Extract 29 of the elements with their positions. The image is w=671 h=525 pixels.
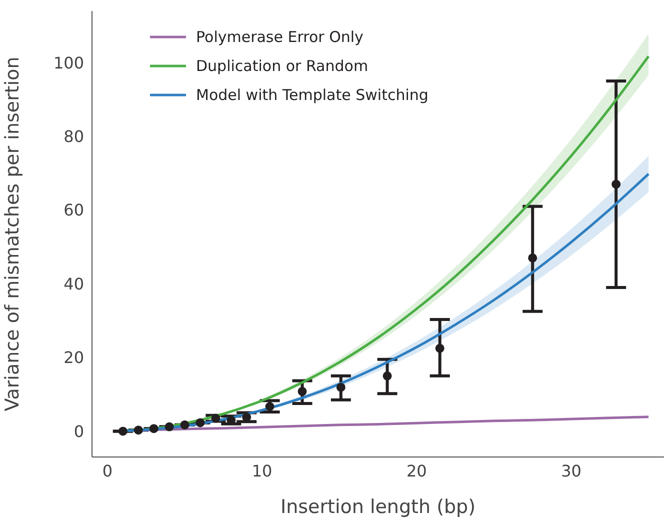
point (164, 422, 174, 432)
point (134, 426, 143, 435)
point (528, 253, 538, 262)
y-axis-title: Variance of mismatches per insertion (2, 56, 24, 412)
point (382, 371, 392, 380)
point (196, 418, 205, 428)
y-tick-label: 20 (64, 348, 84, 368)
legend-label: Model with Template Switching (196, 86, 428, 104)
point (612, 180, 621, 189)
point (149, 424, 158, 434)
y-tick-label: 100 (53, 53, 84, 72)
point (211, 414, 220, 423)
point (298, 386, 307, 396)
point (435, 344, 444, 353)
x-tick-label: 0 (102, 461, 113, 480)
x-tick-label: 20 (406, 461, 427, 480)
y-tick-label: 40 (64, 274, 84, 294)
x-tick-label: 10 (252, 461, 272, 480)
y-tick-label: 80 (64, 127, 84, 146)
point (118, 426, 128, 436)
point (180, 420, 190, 430)
point (265, 402, 274, 411)
point (336, 382, 346, 392)
x-tick-label: 30 (561, 461, 582, 480)
y-tick-label: 60 (64, 200, 84, 220)
x-axis-title: Insertion length (bp) (280, 496, 476, 518)
y-tick-label: 0 (74, 422, 84, 441)
legend-label: Duplication or Random (196, 56, 368, 74)
legend-label: Polymerase Error Only (196, 28, 364, 46)
